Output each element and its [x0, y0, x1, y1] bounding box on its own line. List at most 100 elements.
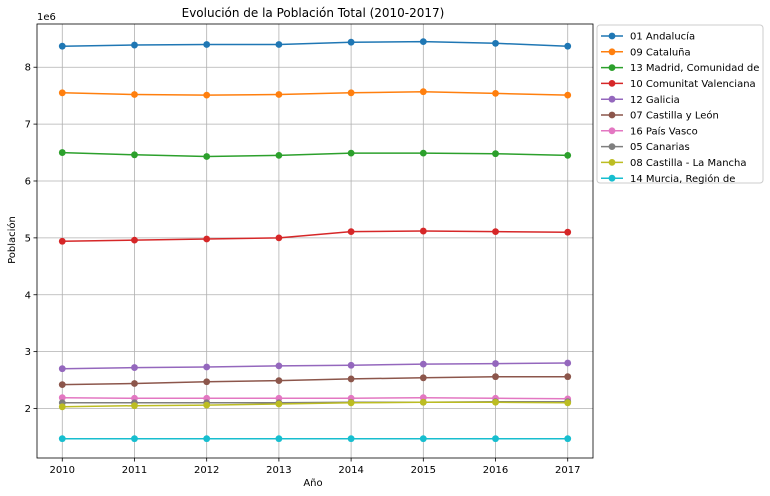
data-point	[203, 235, 211, 243]
legend-label: 14 Murcia, Región de	[630, 173, 735, 185]
legend-marker	[608, 64, 616, 71]
data-point	[131, 380, 138, 387]
legend-marker	[608, 174, 616, 182]
data-point	[275, 400, 283, 408]
data-point	[275, 435, 283, 443]
data-point	[419, 88, 427, 96]
legend-marker	[608, 80, 616, 87]
data-point	[419, 38, 427, 46]
y-tick-label: 7	[25, 120, 31, 131]
data-point	[275, 91, 283, 98]
data-point	[347, 89, 355, 97]
series-lines	[58, 38, 572, 443]
data-point	[58, 149, 66, 156]
data-point	[275, 234, 283, 242]
legend-marker	[608, 32, 616, 40]
data-point	[131, 364, 138, 371]
data-point	[492, 435, 499, 443]
x-tick-label: 2013	[266, 465, 291, 476]
series-line	[62, 230, 568, 243]
data-point	[203, 435, 211, 443]
series-14 Murcia, Región de	[58, 435, 572, 443]
series-09 Cataluña	[58, 88, 572, 99]
data-point	[131, 236, 138, 244]
series-line	[62, 362, 568, 370]
data-point	[203, 401, 211, 409]
data-point	[419, 149, 427, 157]
data-point	[58, 394, 66, 402]
x-tick-label: 2014	[338, 465, 363, 476]
data-point	[492, 373, 499, 381]
data-point	[275, 151, 283, 159]
data-point	[275, 41, 283, 48]
legend-marker	[608, 159, 616, 166]
data-point	[58, 381, 66, 389]
x-tick-label: 2016	[483, 465, 508, 476]
data-point	[203, 41, 211, 48]
legend-marker	[608, 111, 616, 119]
data-point	[564, 399, 572, 407]
data-point	[58, 42, 66, 50]
legend-marker	[608, 143, 616, 151]
y-tick-label: 6	[25, 176, 31, 187]
data-point	[347, 399, 355, 407]
legend-label: 08 Castilla - La Mancha	[630, 158, 747, 169]
y-tick-label: 5	[25, 233, 31, 244]
data-point	[492, 228, 499, 236]
data-point	[203, 153, 211, 160]
data-point	[131, 402, 138, 410]
legend-label: 01 Andalucía	[630, 31, 695, 43]
legend-label: 16 País Vasco	[630, 125, 698, 137]
data-point	[419, 360, 427, 368]
x-axis-title: Año	[303, 478, 322, 489]
data-point	[492, 150, 499, 158]
y-tick-label: 3	[25, 347, 31, 358]
data-point	[564, 91, 572, 99]
data-point	[347, 228, 355, 236]
data-point	[492, 398, 499, 406]
data-point	[203, 363, 211, 371]
data-point	[564, 151, 572, 159]
data-point	[492, 89, 499, 97]
data-point	[131, 151, 138, 159]
data-point	[58, 403, 66, 411]
series-line	[62, 401, 568, 408]
axis-ticks: 2010 2011 2012 2013 2014 2015 2016 2017 2 3 4 5 6 7 8	[25, 63, 581, 476]
legend-frame	[596, 24, 764, 184]
data-point	[131, 41, 138, 49]
data-point	[58, 237, 66, 245]
chart-title: Evolución de la Población Total (2010-20…	[182, 6, 445, 20]
x-tick-label: 2015	[411, 465, 436, 476]
data-point	[564, 435, 572, 443]
data-point	[347, 361, 355, 369]
data-point	[131, 435, 138, 443]
data-point	[58, 365, 66, 373]
data-point	[275, 377, 283, 385]
legend-label: 09 Cataluña	[630, 47, 691, 58]
data-point	[131, 91, 138, 98]
y-axis-title: Población	[6, 216, 18, 264]
data-point	[419, 435, 427, 443]
data-point	[564, 359, 572, 367]
data-point	[419, 398, 427, 406]
data-point	[58, 89, 66, 97]
data-point	[203, 378, 211, 386]
grid-lines	[37, 24, 593, 458]
series-line	[62, 396, 568, 400]
series-01 Andalucía	[58, 38, 572, 50]
x-tick-label: 2017	[555, 465, 580, 476]
legend-marker	[608, 95, 616, 103]
data-point	[347, 149, 355, 157]
legend-label: 05 Canarias	[630, 142, 690, 153]
series-line	[62, 151, 568, 158]
series-07 Castilla y León	[58, 373, 572, 389]
series-10 Comunitat Valenciana	[58, 227, 572, 245]
legend-label: 12 Galicia	[630, 95, 680, 106]
series-line	[62, 375, 568, 386]
data-point	[419, 374, 427, 382]
legend-marker	[608, 48, 616, 56]
data-point	[564, 228, 572, 236]
data-point	[347, 435, 355, 443]
y-tick-label: 4	[25, 290, 31, 301]
